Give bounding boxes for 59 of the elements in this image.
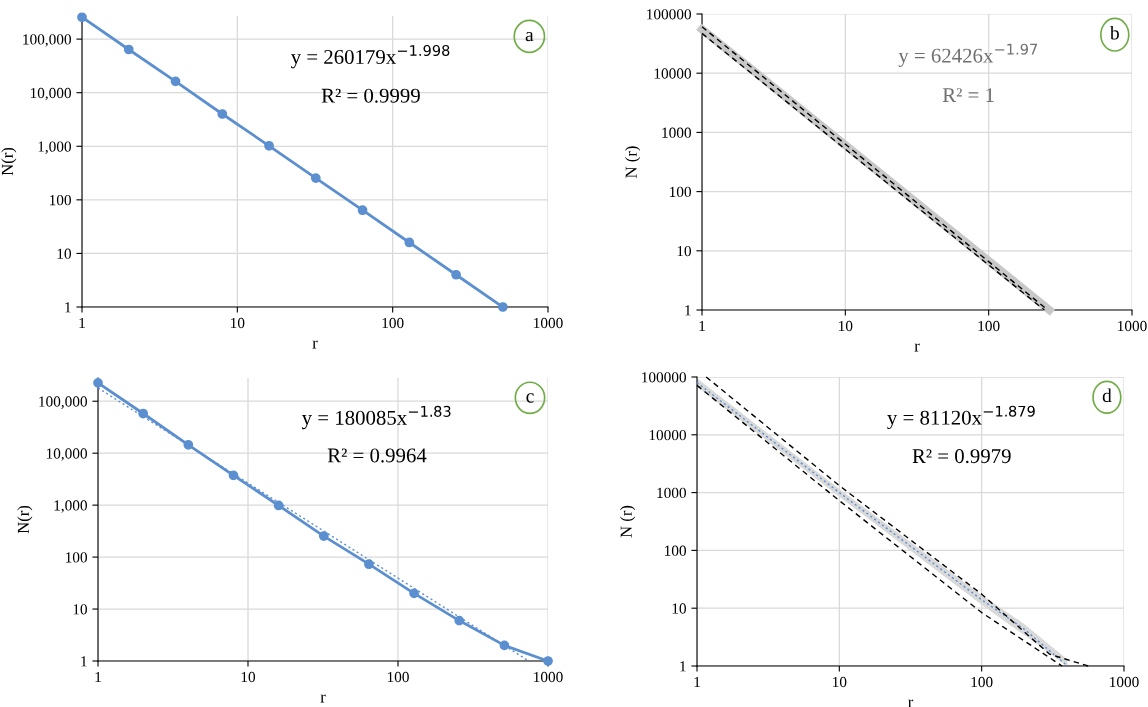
- y-tick-label: 100: [66, 552, 87, 563]
- x-tick-label: 100: [387, 671, 409, 683]
- annotation: b: [1109, 25, 1119, 40]
- y-tick-label: 1: [81, 656, 87, 667]
- x-axis-title: r: [908, 699, 914, 707]
- y-tick-label: 1000: [657, 487, 686, 499]
- annotation: y = 62426x$^{−1.97}$: [898, 43, 1038, 67]
- annotation: R² = 0.9964: [327, 448, 427, 463]
- annotation: c: [526, 393, 534, 403]
- y-tick-label: 10,000: [46, 448, 87, 461]
- x-tick-label: 10: [231, 317, 245, 329]
- y-axis-title: N (r): [620, 505, 636, 538]
- y-tick-label: 1,000: [38, 141, 71, 154]
- y-tick-label: 100: [50, 194, 71, 206]
- x-axis-title: r: [312, 340, 318, 349]
- y-tick-label: 100000: [642, 372, 686, 383]
- x-tick-label: 1: [699, 320, 705, 332]
- x-tick-label: 100: [978, 320, 1000, 332]
- x-tick-label: 10: [833, 676, 847, 688]
- y-tick-label: 1000: [662, 127, 691, 138]
- x-tick-label: 1000: [1118, 320, 1147, 332]
- y-tick-label: 10: [73, 604, 87, 615]
- annotation: y = 180085x$^{−1.83}$: [301, 405, 451, 430]
- x-axis-title: r: [320, 694, 326, 703]
- x-axis-title: r: [914, 343, 920, 352]
- y-axis-title: N (r): [625, 146, 641, 178]
- annotation: R² = 1: [942, 88, 994, 102]
- y-tick-label: 10000: [649, 429, 686, 441]
- annotation: R² = 0.9979: [912, 449, 1011, 464]
- annotation: a: [525, 31, 534, 42]
- y-tick-label: 100,000: [39, 396, 87, 409]
- annotation: y = 81120x$^{−1.879}$: [887, 405, 1035, 429]
- x-tick-label: 1000: [534, 317, 563, 329]
- annotation: d: [1102, 388, 1112, 403]
- x-tick-label: 10: [241, 671, 256, 683]
- x-tick-label: 10: [839, 320, 853, 332]
- y-tick-label: 1,000: [54, 500, 87, 513]
- y-tick-label: 100: [670, 186, 691, 198]
- annotation: R² = 0.9999: [321, 88, 420, 103]
- x-tick-label: 1: [694, 676, 700, 688]
- x-tick-label: 100: [971, 676, 993, 688]
- annotation: y = 260179x$^{−1.998}$: [290, 44, 450, 69]
- y-tick-label: 10: [672, 603, 686, 614]
- x-tick-label: 1000: [1110, 676, 1139, 688]
- y-tick-label: 10000: [654, 68, 691, 79]
- y-tick-label: 100: [665, 545, 686, 556]
- y-tick-label: 10: [677, 245, 691, 257]
- y-tick-label: 1: [680, 661, 686, 672]
- y-axis-title: N(r): [17, 505, 33, 534]
- y-tick-label: 100000: [647, 9, 691, 20]
- y-axis-title: N(r): [1, 147, 17, 176]
- y-tick-label: 1: [685, 305, 691, 316]
- y-tick-label: 100,000: [23, 34, 71, 47]
- x-tick-label: 100: [382, 317, 404, 329]
- y-tick-label: 10: [57, 248, 71, 259]
- y-tick-label: 10,000: [30, 87, 71, 101]
- x-tick-label: 1000: [534, 671, 563, 683]
- y-tick-label: 1: [65, 302, 71, 313]
- x-tick-label: 1: [95, 671, 101, 683]
